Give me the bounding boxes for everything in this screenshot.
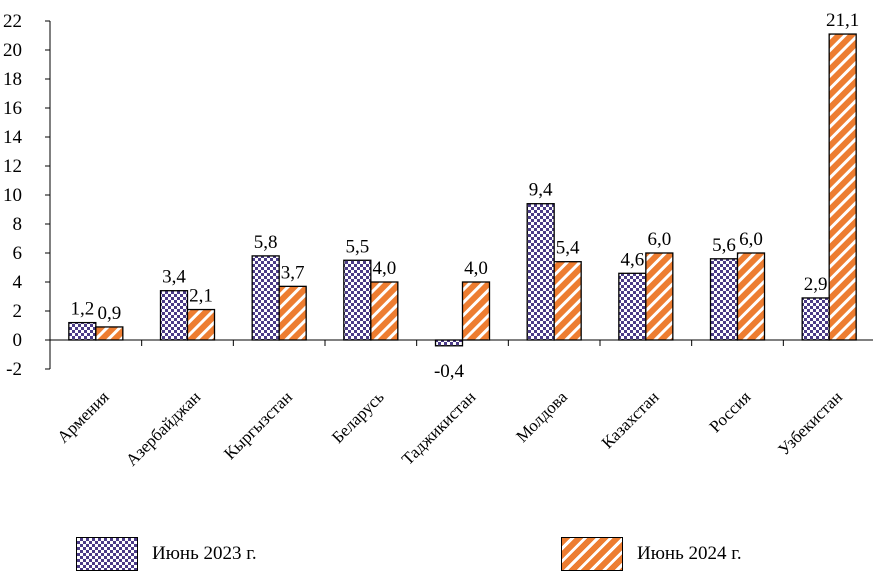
- data-label: 5,4: [556, 238, 580, 259]
- data-label: 0,9: [97, 303, 121, 324]
- bar: [619, 273, 646, 340]
- y-tick-label: 18: [3, 69, 22, 90]
- data-label: 1,2: [70, 299, 94, 320]
- data-label: 6,0: [647, 229, 671, 250]
- data-label: 3,7: [281, 262, 305, 283]
- y-tick-label: 6: [13, 243, 23, 264]
- bar: [646, 253, 673, 340]
- data-label: -0,4: [434, 361, 465, 382]
- legend-swatch-stripes: [561, 537, 623, 571]
- y-tick-label: 10: [3, 185, 22, 206]
- y-tick-label: 8: [13, 214, 23, 235]
- bar: [554, 262, 581, 340]
- y-tick-label: -2: [6, 359, 22, 380]
- x-tick-label: Казахстан: [598, 387, 663, 452]
- bar: [829, 34, 856, 340]
- bar: [96, 327, 123, 340]
- legend-label: Июнь 2024 г.: [637, 543, 742, 565]
- bar: [279, 286, 306, 340]
- bar: [371, 282, 398, 340]
- data-label: 4,0: [464, 258, 488, 279]
- y-tick-label: 20: [3, 40, 22, 61]
- y-tick-label: 12: [3, 156, 22, 177]
- bar: [344, 260, 371, 340]
- bar: [161, 291, 188, 340]
- legend-label: Июнь 2023 г.: [152, 543, 257, 565]
- bar: [527, 204, 554, 340]
- bars: [69, 34, 856, 346]
- data-label: 2,9: [804, 274, 828, 295]
- x-tick-label: Узбекистан: [774, 387, 846, 459]
- bar: [436, 340, 463, 346]
- x-tick-label: Таджикистан: [398, 387, 479, 468]
- data-label: 21,1: [826, 10, 859, 31]
- bar: [711, 259, 738, 340]
- bar: [463, 282, 490, 340]
- x-tick-label: Армения: [53, 387, 112, 446]
- y-tick-label: 16: [3, 98, 22, 119]
- bar: [802, 298, 829, 340]
- data-label: 9,4: [529, 180, 553, 201]
- data-label: 5,5: [345, 236, 369, 257]
- y-tick-label: 0: [13, 330, 23, 351]
- data-label: 4,0: [372, 258, 396, 279]
- x-tick-label: Кыргызстан: [220, 387, 296, 463]
- bar: [188, 310, 215, 340]
- y-tick-label: 2: [13, 301, 23, 322]
- bar: [738, 253, 765, 340]
- x-tick-label: Беларусь: [328, 387, 388, 447]
- bar: [69, 323, 96, 340]
- data-label: 4,6: [620, 249, 644, 270]
- y-tick-label: 22: [3, 11, 22, 32]
- data-label: 5,6: [712, 235, 736, 256]
- data-label: 3,4: [162, 267, 186, 288]
- data-label: 6,0: [739, 229, 763, 250]
- data-label: 2,1: [189, 286, 213, 307]
- data-label: 5,8: [254, 232, 278, 253]
- legend-item-series-2: Июнь 2024 г.: [561, 537, 742, 571]
- y-tick-label: 4: [13, 272, 23, 293]
- legend-item-series-1: Июнь 2023 г.: [76, 537, 257, 571]
- x-tick-label: Азербайджан: [122, 387, 204, 469]
- y-tick-label: 14: [3, 127, 23, 148]
- x-tick-label: Молдова: [512, 387, 571, 446]
- bar: [252, 256, 279, 340]
- x-tick-label: Россия: [706, 387, 755, 436]
- legend-swatch-checker: [76, 537, 138, 571]
